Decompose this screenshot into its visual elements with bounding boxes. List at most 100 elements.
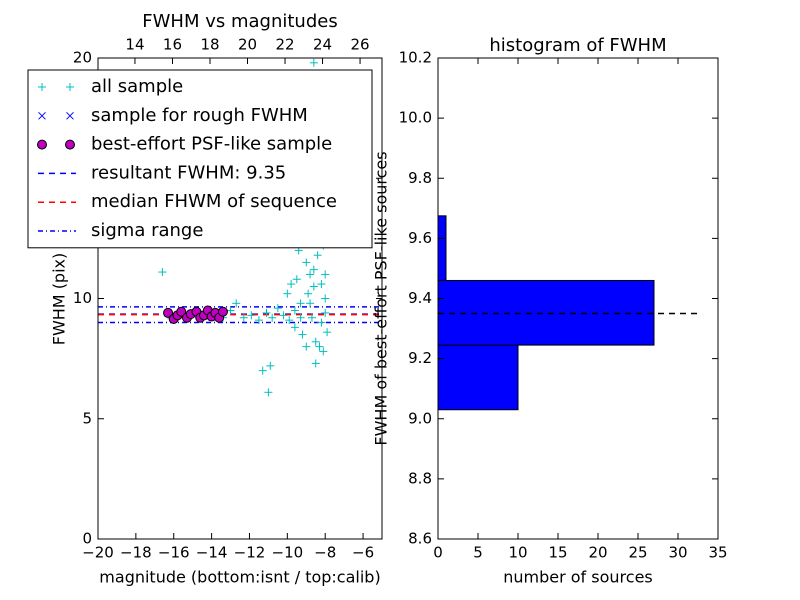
legend-box bbox=[27, 69, 373, 249]
marker bbox=[296, 299, 305, 308]
marker-dot bbox=[217, 306, 228, 317]
marker bbox=[254, 316, 263, 325]
marker bbox=[315, 342, 324, 351]
y-tick-label: 10.0 bbox=[399, 109, 432, 127]
y-tick-label: 8.8 bbox=[408, 469, 432, 487]
x-tick-label: −20 bbox=[82, 544, 114, 562]
marker bbox=[302, 258, 311, 267]
y-tick-label: 9.0 bbox=[408, 409, 432, 427]
legend-label: resultant FWHM: 9.35 bbox=[91, 162, 286, 183]
marker bbox=[176, 306, 187, 317]
marker bbox=[296, 313, 305, 322]
legend: all sample sample for rough FWHM best-effo… bbox=[27, 69, 373, 249]
marker bbox=[262, 308, 271, 317]
marker bbox=[258, 366, 267, 375]
marker bbox=[321, 270, 330, 279]
marker bbox=[226, 306, 235, 315]
marker bbox=[313, 251, 322, 260]
y-tick-label: 9.8 bbox=[408, 169, 432, 187]
marker-stroke bbox=[66, 111, 74, 120]
marker-dot bbox=[163, 307, 174, 318]
marker bbox=[311, 359, 320, 368]
x-tick-label: 30 bbox=[668, 544, 687, 562]
x-tick-label: 20 bbox=[588, 544, 607, 562]
x-tick-label: 15 bbox=[548, 544, 567, 562]
legend-label: median FHWM of sequence bbox=[91, 191, 337, 212]
x-tick-label: −10 bbox=[272, 544, 304, 562]
marker bbox=[321, 294, 330, 303]
marker bbox=[317, 280, 326, 289]
marker bbox=[283, 289, 292, 298]
marker bbox=[292, 275, 301, 284]
histogram-bar bbox=[438, 344, 519, 411]
marker bbox=[311, 337, 320, 346]
y-tick-label: 9.4 bbox=[408, 289, 432, 307]
marker bbox=[290, 323, 299, 332]
x-tick-label: −12 bbox=[234, 544, 266, 562]
marker bbox=[38, 111, 46, 120]
x2-tick-label: 24 bbox=[313, 36, 332, 54]
x-tick-label: −6 bbox=[352, 544, 374, 562]
marker bbox=[264, 388, 273, 397]
x-tick-label: 0 bbox=[433, 544, 443, 562]
marker bbox=[302, 342, 311, 351]
histogram-bar bbox=[438, 215, 447, 281]
plot-area bbox=[438, 215, 699, 411]
marker bbox=[273, 304, 282, 313]
x-tick-label: 25 bbox=[628, 544, 647, 562]
marker bbox=[247, 311, 256, 320]
y-tick-label: 8.6 bbox=[408, 530, 432, 548]
legend-label: sample for rough FWHM bbox=[91, 105, 308, 126]
y-tick-label: 10.2 bbox=[399, 49, 432, 67]
marker-dot bbox=[65, 139, 75, 150]
chart-title: FWHM vs magnitudes bbox=[142, 11, 337, 32]
x-tick-label: 10 bbox=[508, 544, 527, 562]
x2-tick-label: 20 bbox=[238, 36, 257, 54]
marker bbox=[163, 307, 174, 318]
marker bbox=[37, 139, 47, 150]
marker-dot bbox=[176, 306, 187, 317]
y-tick-label: 0 bbox=[82, 530, 92, 548]
x-tick-label: −14 bbox=[196, 544, 228, 562]
marker bbox=[266, 361, 275, 370]
marker bbox=[298, 330, 307, 339]
chart-title: histogram of FWHM bbox=[489, 35, 666, 56]
y-tick-label: 9.6 bbox=[408, 229, 432, 247]
marker bbox=[38, 83, 46, 91]
x-tick-label: −16 bbox=[158, 544, 190, 562]
marker bbox=[309, 265, 318, 274]
marker bbox=[287, 280, 296, 289]
marker-dot bbox=[37, 139, 47, 150]
x-tick-label: −18 bbox=[120, 544, 152, 562]
marker bbox=[158, 268, 167, 277]
marker bbox=[317, 318, 326, 327]
marker bbox=[323, 328, 332, 337]
marker bbox=[319, 347, 328, 356]
marker bbox=[66, 111, 74, 120]
marker-stroke bbox=[38, 111, 46, 120]
marker bbox=[239, 313, 248, 322]
marker bbox=[309, 58, 318, 67]
y-tick-label: 20 bbox=[73, 49, 92, 67]
x-tick-label: −8 bbox=[314, 544, 336, 562]
marker bbox=[279, 311, 288, 320]
legend-label: sigma range bbox=[91, 220, 203, 241]
x2-tick-label: 16 bbox=[163, 36, 182, 54]
x-tick-label: 5 bbox=[473, 544, 483, 562]
x-axis-label: number of sources bbox=[503, 568, 653, 587]
y-tick-label: 10 bbox=[73, 289, 92, 307]
marker bbox=[66, 83, 74, 91]
histogram-bar bbox=[438, 279, 655, 346]
legend-label: all sample bbox=[91, 76, 183, 97]
y-tick-label: 5 bbox=[82, 409, 92, 427]
marker bbox=[306, 270, 315, 279]
x2-tick-label: 26 bbox=[351, 36, 370, 54]
marker bbox=[304, 289, 313, 298]
y-tick-label: 9.2 bbox=[408, 349, 432, 367]
marker bbox=[306, 299, 315, 308]
marker bbox=[309, 282, 318, 291]
y-axis-label: FWHM (pix) bbox=[50, 253, 69, 346]
marker bbox=[217, 306, 228, 317]
